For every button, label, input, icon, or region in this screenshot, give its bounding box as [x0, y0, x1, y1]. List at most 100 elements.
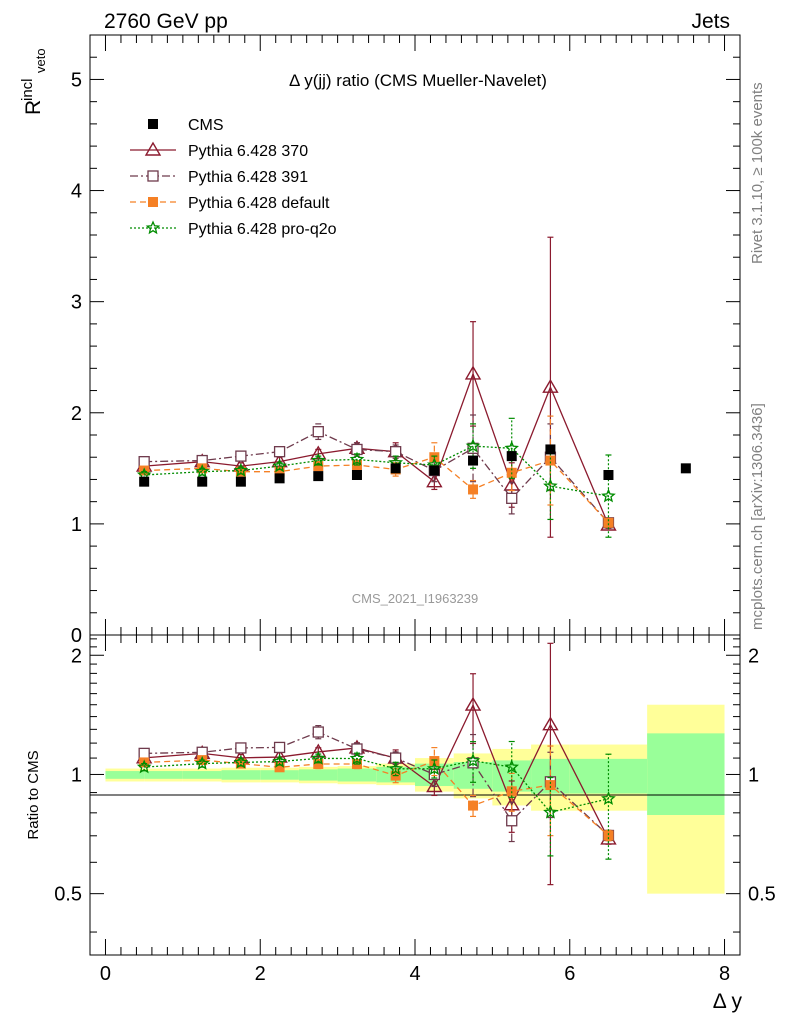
- y-tick-label: 0: [71, 625, 82, 647]
- ratio-panel: 0.5 0.5 1 1 2 2 0 2 4 6 8 Ratio to CMS Δ y: [25, 634, 776, 1013]
- ratio-point: [273, 741, 286, 754]
- data-point: [465, 438, 481, 453]
- data-point: [603, 517, 614, 528]
- ratio-point: [601, 791, 616, 805]
- series-cms: [139, 444, 691, 487]
- legend-marker: [145, 220, 161, 235]
- ratio-point: [310, 750, 326, 765]
- ratio-point: [603, 830, 614, 841]
- data-point: [506, 451, 517, 462]
- ratio-point: [426, 778, 443, 793]
- data-point: [680, 463, 691, 474]
- data-point: [506, 492, 518, 504]
- main-panel: Δ y(jj) ratio (CMS Mueller-Navelet) CMS_…: [19, 34, 741, 647]
- legend-label: CMS: [188, 117, 224, 134]
- process-label: Jets: [691, 10, 730, 33]
- series-line: [144, 456, 609, 524]
- data-point: [390, 463, 401, 474]
- data-point: [235, 476, 246, 487]
- ratio-point: [465, 753, 481, 767]
- legend-marker: [148, 119, 158, 129]
- watermark-label: CMS_2021_I1963239: [352, 591, 479, 606]
- ratio-line: [144, 757, 609, 814]
- stat-uncertainty-band: [569, 758, 648, 794]
- series-line: [144, 430, 609, 524]
- legend-entry: Pythia 6.428 pro-q2o: [130, 220, 337, 238]
- data-point: [274, 473, 285, 484]
- legend: CMS Pythia 6.428 370 Pythia 6.428 391 Pythi…: [130, 117, 337, 238]
- x-tick-label: 2: [255, 963, 266, 985]
- ratio-point: [542, 716, 559, 731]
- data-point: [468, 484, 479, 495]
- ratio-line: [144, 703, 610, 840]
- data-point: [349, 451, 365, 466]
- legend-entry: Pythia 6.428 default: [130, 195, 330, 212]
- legend-label: Pythia 6.428 391: [188, 169, 308, 186]
- ratio-y-tick-label: 0.5: [54, 884, 82, 906]
- y-axis-label-base: R: [22, 100, 45, 115]
- ratio-point: [426, 760, 442, 776]
- ratio-point: [138, 747, 150, 760]
- data-point: [542, 378, 559, 393]
- ratio-line: [144, 731, 609, 836]
- ratio-point: [136, 759, 152, 774]
- y-tick-label: 5: [71, 69, 82, 91]
- y-tick-label: 4: [71, 181, 82, 203]
- series-pythia-6-428-370: [135, 236, 617, 538]
- stat-uncertainty-band: [298, 769, 338, 781]
- legend-entry: Pythia 6.428 370: [130, 141, 308, 160]
- mcplots-label: mcplots.cern.ch [arXiv:1306.3436]: [749, 403, 766, 630]
- stat-uncertainty-band: [182, 771, 222, 779]
- x-tick-label: 0: [100, 963, 111, 985]
- ratio-data: [135, 642, 617, 886]
- ratio-point: [468, 800, 479, 811]
- ratio-series-pythia-6-428-pro-q2o: [136, 740, 616, 860]
- ratio-y-tick-label-right: 0.5: [748, 884, 776, 906]
- data-point: [138, 456, 150, 468]
- stat-uncertainty-band: [260, 770, 299, 780]
- y-axis-label-sub: veto: [33, 48, 48, 73]
- data-point: [504, 440, 519, 455]
- legend-marker: [147, 170, 159, 182]
- data-point: [545, 444, 556, 455]
- y-tick-label: 3: [71, 292, 82, 314]
- ratio-point: [504, 759, 520, 774]
- y-tick-label: 1: [71, 514, 82, 536]
- data-point: [235, 450, 247, 462]
- x-tick-label: 4: [409, 963, 420, 985]
- series-pythia-6-428-391: [138, 414, 615, 529]
- x-tick-label: 8: [719, 963, 730, 985]
- data-point: [543, 478, 558, 493]
- x-axis-label: Δ y: [713, 990, 743, 1013]
- legend-label: Pythia 6.428 370: [188, 143, 308, 160]
- legend-entry: Pythia 6.428 391: [130, 169, 308, 186]
- series-line: [144, 445, 609, 497]
- legend-marker: [148, 197, 158, 207]
- stat-uncertainty-band: [144, 771, 183, 779]
- legend-marker: [144, 141, 162, 156]
- x-tick-label: 6: [564, 963, 575, 985]
- data-point: [426, 473, 443, 488]
- ratio-line: [144, 759, 609, 836]
- ratio-point: [194, 755, 210, 770]
- data-point: [310, 445, 327, 460]
- ratio-y-tick-label: 1: [71, 764, 82, 786]
- ratio-point: [506, 815, 518, 827]
- rivet-label: Rivet 3.1.10, ≥ 100k events: [749, 82, 766, 264]
- ratio-point: [313, 758, 324, 769]
- ratio-point: [349, 750, 365, 765]
- stat-uncertainty-band: [105, 771, 145, 779]
- data-point: [429, 465, 440, 476]
- ratio-y-axis-label: Ratio to CMS: [25, 750, 42, 839]
- data-point: [312, 426, 324, 438]
- data-point: [390, 446, 402, 458]
- stat-uncertainty-band: [337, 768, 377, 782]
- series-line: [144, 371, 610, 526]
- legend-label: Pythia 6.428 default: [188, 195, 330, 212]
- ratio-axis-ticks: 0.5 0.5 1 1 2 2 0 2 4 6 8: [54, 635, 776, 985]
- data-point: [274, 466, 285, 477]
- stat-uncertainty-band: [647, 733, 725, 815]
- series-pythia-6-428-default: [139, 415, 614, 528]
- stat-uncertainty-band: [221, 770, 261, 780]
